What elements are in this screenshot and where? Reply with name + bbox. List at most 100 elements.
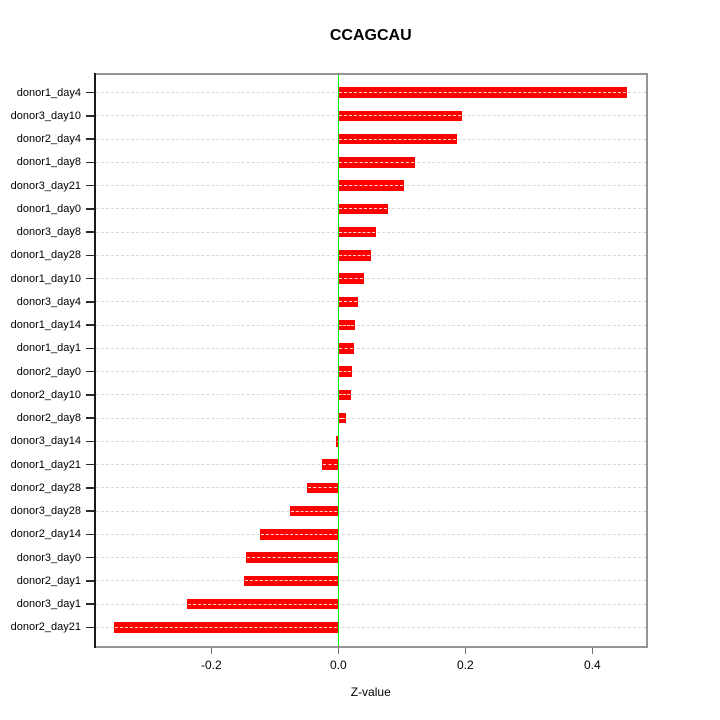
y-axis-label-donor1_day1: donor1_day1	[16, 342, 81, 355]
bar-donor1_day21	[322, 459, 339, 470]
y-axis-label-donor2_day14: donor2_day14	[10, 528, 81, 541]
y-axis-label-donor2_day10: donor2_day10	[10, 388, 81, 401]
bar-donor2_day14	[260, 529, 339, 540]
y-axis-label-donor2_day21: donor2_day21	[10, 621, 81, 634]
bar-center-dash	[339, 231, 375, 233]
y-axis-label-donor3_day28: donor3_day28	[10, 505, 81, 518]
bar-donor1_day1	[338, 343, 354, 354]
bar-center-dash	[339, 278, 364, 280]
grid-line	[95, 347, 646, 349]
y-axis-label-donor2_day8: donor2_day8	[16, 412, 81, 425]
y-axis-label-donor1_day8: donor1_day8	[16, 156, 81, 169]
y-axis-label-donor1_day21: donor1_day21	[10, 458, 81, 471]
grid-line	[95, 487, 646, 489]
bar-center-dash	[339, 115, 462, 117]
bar-center-dash	[261, 533, 338, 535]
bar-donor2_day4	[338, 133, 458, 145]
grid-line	[95, 278, 646, 280]
y-axis-label-donor3_day8: donor3_day8	[16, 226, 81, 239]
bar-center-dash	[339, 347, 353, 349]
y-tick	[85, 161, 94, 164]
bar-center-dash	[336, 440, 338, 442]
bar-donor3_day0	[246, 552, 339, 563]
grid-line	[95, 440, 646, 442]
bar-donor1_day4	[338, 87, 628, 98]
y-axis-line	[93, 72, 96, 648]
bar-donor3_day28	[290, 505, 339, 517]
bar-center-dash	[115, 626, 338, 628]
bar-donor2_day8	[338, 412, 346, 424]
x-tick	[337, 647, 340, 654]
bar-center-dash	[339, 417, 345, 419]
y-tick	[85, 184, 94, 187]
y-tick	[85, 208, 94, 210]
y-axis-label-donor1_day10: donor1_day10	[10, 272, 81, 285]
grid-line	[95, 580, 646, 582]
bar-donor1_day28	[338, 250, 371, 261]
y-axis-label-donor3_day21: donor3_day21	[10, 179, 81, 192]
y-axis-label-donor1_day28: donor1_day28	[10, 249, 81, 262]
y-tick	[85, 463, 94, 466]
x-tick-label: 0.0	[329, 658, 347, 672]
bar-donor2_day10	[338, 389, 351, 401]
y-axis-label-donor1_day4: donor1_day4	[16, 86, 81, 99]
y-tick	[85, 115, 94, 117]
y-tick	[85, 556, 94, 559]
bar-donor3_day10	[338, 110, 463, 121]
grid-line	[95, 324, 646, 326]
grid-line	[95, 394, 646, 396]
y-axis-label-donor3_day1: donor3_day1	[16, 598, 81, 611]
x-tick-label: -0.2	[200, 658, 222, 672]
y-tick	[85, 394, 94, 396]
x-tick-label: 0.4	[583, 658, 601, 672]
y-tick	[85, 277, 94, 280]
bar-center-dash	[339, 371, 351, 373]
y-tick	[85, 347, 94, 350]
y-tick	[85, 487, 94, 489]
y-tick	[85, 324, 94, 326]
y-tick	[85, 231, 94, 233]
y-tick	[85, 603, 94, 605]
grid-line	[95, 301, 646, 303]
grid-line	[95, 510, 646, 512]
x-tick-label: 0.2	[456, 658, 474, 672]
bar-center-dash	[339, 185, 404, 187]
bar-donor3_day14	[335, 436, 339, 447]
grid-line	[95, 464, 646, 466]
y-tick	[85, 626, 94, 629]
bar-donor2_day1	[243, 575, 339, 587]
bar-donor3_day4	[338, 296, 358, 308]
bar-donor2_day28	[306, 482, 339, 494]
bar-donor2_day21	[114, 622, 339, 633]
bar-center-dash	[339, 208, 388, 210]
plot-area	[93, 72, 648, 648]
y-tick	[85, 510, 94, 512]
y-axis-label-donor3_day0: donor3_day0	[16, 551, 81, 564]
y-axis-label-donor2_day28: donor2_day28	[10, 481, 81, 494]
y-axis-label-donor3_day4: donor3_day4	[16, 295, 81, 308]
y-tick	[85, 533, 94, 536]
zero-reference-line	[337, 74, 340, 646]
bar-center-dash	[291, 510, 338, 512]
grid-line	[95, 557, 646, 559]
bar-donor1_day0	[338, 203, 389, 215]
x-axis-title: Z-value	[350, 685, 391, 699]
y-tick	[85, 417, 94, 419]
bar-center-dash	[339, 161, 415, 163]
grid-line	[95, 371, 646, 373]
y-axis-label-donor3_day14: donor3_day14	[10, 435, 81, 448]
y-tick	[85, 254, 94, 257]
bar-center-dash	[339, 324, 354, 326]
bar-center-dash	[247, 557, 338, 559]
bar-donor3_day21	[338, 180, 405, 191]
chart-title: CCAGCAU	[329, 27, 412, 44]
y-axis-label-donor1_day14: donor1_day14	[10, 319, 81, 332]
bar-center-dash	[339, 301, 357, 303]
y-tick	[85, 138, 94, 140]
bar-center-dash	[188, 603, 338, 605]
bar-center-dash	[339, 394, 350, 396]
y-tick	[85, 440, 94, 443]
grid-line	[95, 254, 646, 256]
y-tick	[85, 301, 94, 303]
